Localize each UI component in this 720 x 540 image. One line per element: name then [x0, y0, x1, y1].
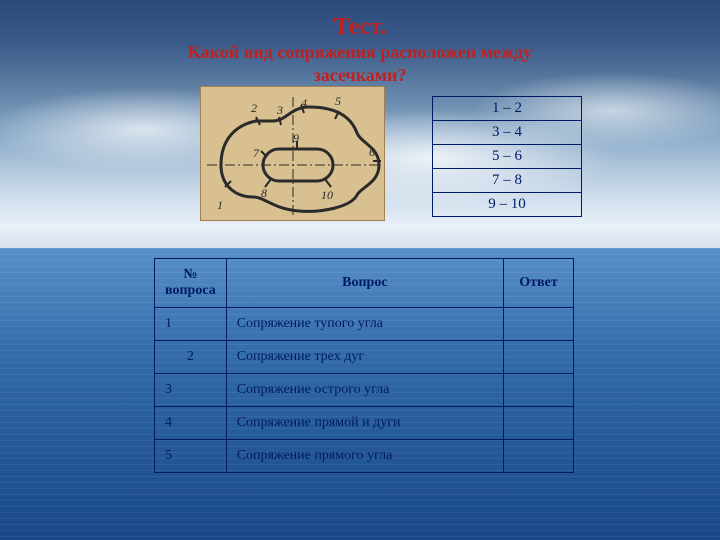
cell-question: Сопряжение прямой и дуги — [226, 407, 503, 440]
table-row: 4 Сопряжение прямой и дуги — [155, 407, 574, 440]
cell-num: 5 — [155, 440, 227, 473]
cell-num: 1 — [155, 308, 227, 341]
cell-num: 4 — [155, 407, 227, 440]
table-row: 5 Сопряжение прямого угла — [155, 440, 574, 473]
options-table: 1 – 2 3 – 4 5 – 6 7 – 8 9 – 10 — [432, 96, 582, 217]
header-question: Вопрос — [226, 259, 503, 308]
cell-answer[interactable] — [504, 374, 574, 407]
diagram-label-5: 5 — [335, 94, 341, 108]
cell-answer[interactable] — [504, 407, 574, 440]
table-header-row: № вопроса Вопрос Ответ — [155, 259, 574, 308]
cell-question: Сопряжение острого угла — [226, 374, 503, 407]
cell-answer[interactable] — [504, 440, 574, 473]
cell-answer[interactable] — [504, 308, 574, 341]
option-cell[interactable]: 1 – 2 — [433, 97, 582, 121]
diagram-panel: 1 2 3 4 5 6 7 8 9 10 — [200, 86, 385, 221]
diagram-label-7: 7 — [253, 146, 260, 160]
header-num: № вопроса — [155, 259, 227, 308]
diagram-label-2: 2 — [251, 101, 257, 115]
title-sub-line1: Какой вид сопряжения расположен между — [0, 41, 720, 64]
cell-question: Сопряжение тупого угла — [226, 308, 503, 341]
option-cell[interactable]: 3 – 4 — [433, 121, 582, 145]
option-cell[interactable]: 5 – 6 — [433, 145, 582, 169]
diagram-svg: 1 2 3 4 5 6 7 8 9 10 — [201, 87, 386, 222]
diagram-label-1: 1 — [217, 198, 223, 212]
cell-question: Сопряжение прямого угла — [226, 440, 503, 473]
diagram-label-10: 10 — [321, 188, 333, 202]
cell-answer[interactable] — [504, 341, 574, 374]
cell-question: Сопряжение трех дуг — [226, 341, 503, 374]
diagram-label-8: 8 — [261, 186, 267, 200]
title-block: Тест. Какой вид сопряжения расположен ме… — [0, 14, 720, 86]
header-answer: Ответ — [504, 259, 574, 308]
questions-table: № вопроса Вопрос Ответ 1 Сопряжение тупо… — [154, 258, 574, 473]
title-main: Тест. — [0, 14, 720, 41]
table-row: 1 Сопряжение тупого угла — [155, 308, 574, 341]
diagram-label-6: 6 — [369, 145, 375, 159]
cell-num: 3 — [155, 374, 227, 407]
diagram-label-4: 4 — [301, 96, 307, 110]
title-sub-line2: засечками? — [0, 64, 720, 87]
table-row: 2 Сопряжение трех дуг — [155, 341, 574, 374]
option-cell[interactable]: 9 – 10 — [433, 193, 582, 217]
option-cell[interactable]: 7 – 8 — [433, 169, 582, 193]
diagram-label-9: 9 — [293, 131, 299, 145]
diagram-label-3: 3 — [276, 103, 283, 117]
table-row: 3 Сопряжение острого угла — [155, 374, 574, 407]
cell-num: 2 — [155, 341, 227, 374]
